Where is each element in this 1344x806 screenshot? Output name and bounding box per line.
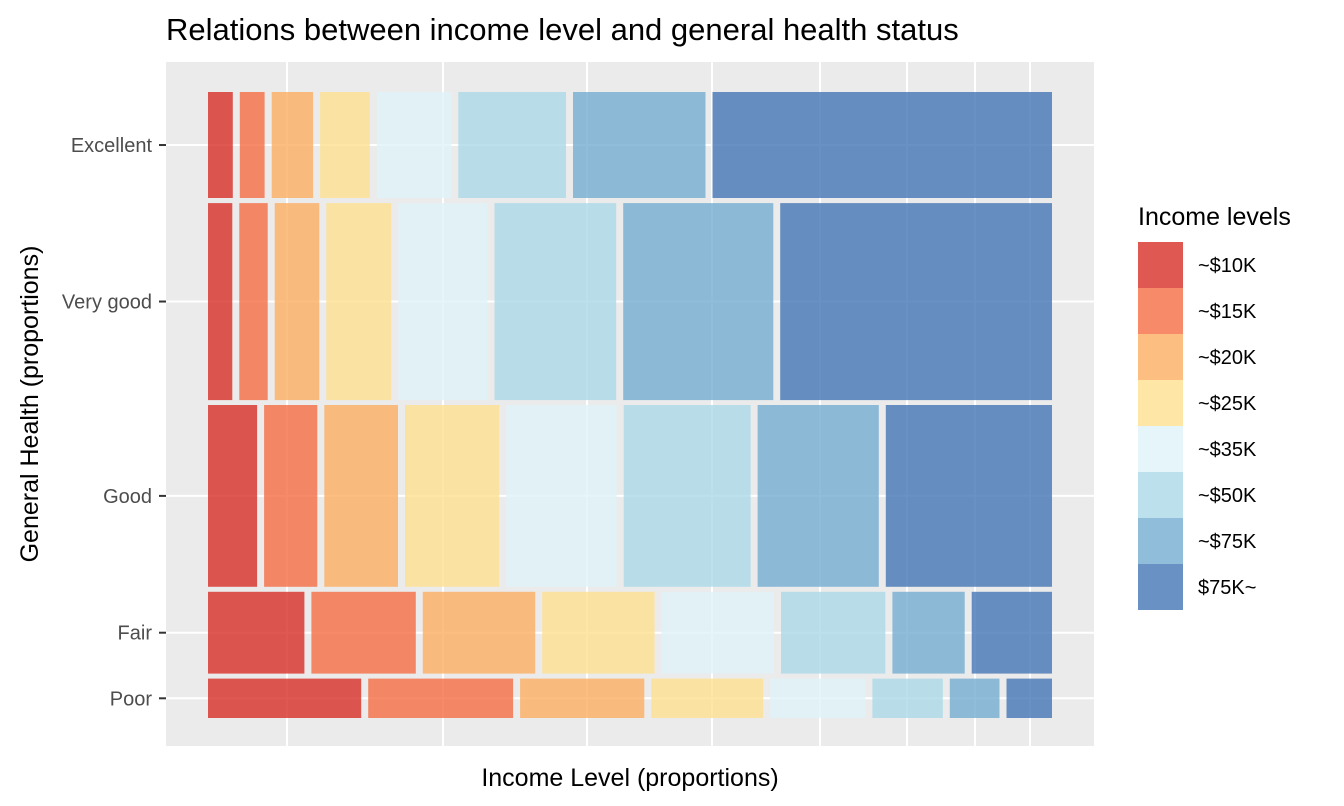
legend-title: Income levels (1138, 203, 1291, 231)
mosaic-tile (326, 203, 392, 401)
y-tick-label: Fair (118, 623, 153, 645)
mosaic-tile (573, 92, 706, 198)
mosaic-tile (757, 405, 879, 587)
mosaic-tile (781, 591, 886, 674)
legend-key (1138, 334, 1183, 380)
legend-items: ~$10K ~$15K ~$20K ~$25K ~$35K ~$50K ~$75K $75K~ (1138, 242, 1257, 610)
mosaic-tile (239, 92, 265, 198)
chart-title: Relations between income level and gener… (166, 12, 959, 47)
mosaic-tile (208, 678, 362, 718)
legend-key (1138, 564, 1183, 610)
y-tick-label: Good (103, 486, 152, 508)
legend-label: ~$50K (1198, 485, 1257, 507)
y-axis: Excellent Very good Good Fair Poor (62, 135, 166, 710)
mosaic-tile (506, 405, 617, 587)
mosaic-tile (324, 405, 398, 587)
legend-key (1138, 518, 1183, 564)
mosaic-tile (872, 678, 943, 718)
legend-label: ~$10K (1198, 255, 1257, 277)
mosaic-tile (208, 405, 258, 587)
legend-label: ~$20K (1198, 347, 1257, 369)
mosaic-tile (892, 591, 965, 674)
mosaic-tile (712, 92, 1052, 198)
mosaic-tile (458, 92, 566, 198)
mosaic-tile (661, 591, 774, 674)
y-axis-title: General Health (proportions) (16, 246, 44, 563)
mosaic-tile (320, 92, 370, 198)
legend-label: ~$15K (1198, 301, 1257, 323)
mosaic-tile (520, 678, 645, 718)
legend-key (1138, 380, 1183, 426)
mosaic-tile (239, 203, 268, 401)
mosaic-tile (422, 591, 536, 674)
legend-label: ~$25K (1198, 393, 1257, 415)
mosaic-tile (376, 92, 452, 198)
legend-key (1138, 288, 1183, 334)
legend-key (1138, 242, 1183, 288)
mosaic-tile (542, 591, 655, 674)
mosaic-tile (971, 591, 1052, 674)
mosaic-tile (623, 405, 751, 587)
mosaic-tile (208, 92, 233, 198)
mosaic-tile (770, 678, 866, 718)
legend-key (1138, 472, 1183, 518)
y-tick-label: Poor (110, 688, 153, 710)
mosaic-tile (208, 591, 305, 674)
mosaic-tile (949, 678, 1000, 718)
mosaic-tile (405, 405, 500, 587)
y-tick-label: Very good (62, 292, 152, 314)
mosaic-tile (1006, 678, 1052, 718)
mosaic-tile (208, 203, 233, 401)
mosaic-tile (651, 678, 764, 718)
legend-key (1138, 426, 1183, 472)
y-tick-label: Excellent (71, 135, 153, 157)
legend-label: $75K~ (1198, 577, 1256, 599)
mosaic-tiles (208, 92, 1052, 718)
legend-label: ~$75K (1198, 531, 1257, 553)
legend-label: ~$35K (1198, 439, 1257, 461)
mosaic-tile (398, 203, 488, 401)
mosaic-tile (623, 203, 774, 401)
mosaic-tile (264, 405, 318, 587)
mosaic-tile (494, 203, 617, 401)
mosaic-tile (311, 591, 416, 674)
mosaic-tile (780, 203, 1052, 401)
mosaic-tile (274, 203, 320, 401)
mosaic-tile (885, 405, 1052, 587)
mosaic-tile (271, 92, 314, 198)
x-axis-title: Income Level (proportions) (481, 764, 778, 792)
legend: Income levels ~$10K~$15K~$20K~$25K~$35K~… (1138, 203, 1291, 610)
mosaic-tile (368, 678, 514, 718)
